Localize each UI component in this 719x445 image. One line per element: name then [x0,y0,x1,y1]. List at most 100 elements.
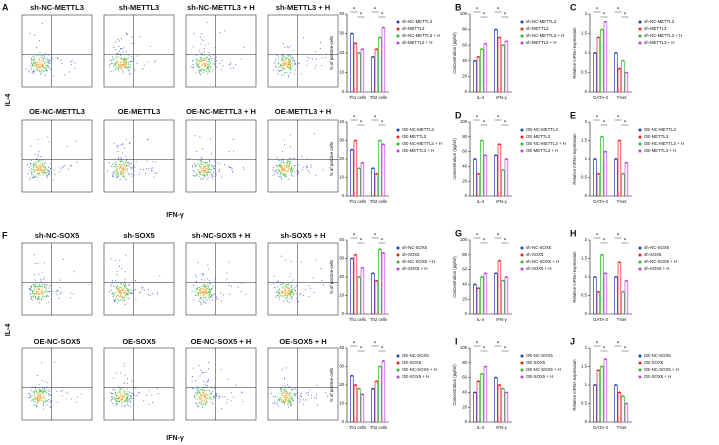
event-dot [280,294,282,297]
event-dot [205,397,207,399]
event-dot [204,284,206,286]
event-dot [35,60,37,63]
event-dot [203,284,205,286]
bar [360,267,365,315]
event-dot [213,63,215,65]
legend-label: OE-NC-SOX5 [644,353,671,358]
event-dot [38,293,40,295]
event-dot [110,284,112,286]
event-dot [203,170,205,172]
event-dot [287,300,289,302]
event-dot [113,398,115,400]
event-dot [46,400,48,402]
event-dot [204,383,206,385]
y-tick-label: 1.5 [581,31,588,36]
event-dot [293,394,295,396]
event-dot [286,395,288,397]
event-dot [39,58,41,60]
event-dot [46,59,49,61]
event-dot [37,394,40,396]
event-dot [287,55,290,57]
event-dot [284,395,286,397]
event-dot [74,68,76,70]
event-dot [146,160,148,162]
event-dot [114,292,116,294]
event-dot [50,69,53,71]
event-dot [287,396,289,399]
event-dot [110,285,112,287]
event-dot [285,392,287,394]
event-dot [120,166,122,168]
event-dot [117,165,119,167]
event-dot [287,168,289,171]
event-dot [194,289,196,291]
legend-label: OE-NC-SOX5 [526,353,553,358]
flow-plot [267,242,339,316]
event-dot [118,40,120,42]
event-dot [290,169,292,171]
significance: * [497,116,500,122]
event-dot [308,172,311,174]
event-dot [287,397,289,400]
event-dot [119,163,121,165]
significance: * [504,347,507,353]
event-dot [118,287,121,289]
event-dot [199,287,201,289]
event-dot [121,401,123,403]
event-dot [202,406,204,408]
legend-swatch [520,20,524,24]
bar-dot [354,42,357,45]
event-dot [288,68,290,70]
event-dot [121,386,123,388]
bar-dot [473,283,476,286]
event-dot [151,170,153,172]
legend-label: sh-NC-METTL3 [644,19,675,24]
event-dot [194,175,196,177]
bar [593,384,597,423]
legend-swatch [638,20,642,24]
event-dot [285,57,287,59]
event-dot [118,396,120,398]
event-dot [277,280,280,282]
event-dot [290,289,293,291]
event-dot [44,62,46,64]
event-dot [287,178,289,180]
event-dot [212,403,214,405]
event-dot [198,291,200,293]
event-dot [48,172,50,174]
bar-dot [375,172,378,175]
event-dot [41,400,43,402]
event-dot [317,159,319,161]
event-dot [125,139,128,141]
legend-label: OE-NC-METTL3 [402,127,434,132]
event-dot [210,165,213,167]
event-dot [125,159,127,161]
bar [504,276,509,315]
event-dot [113,143,115,145]
event-dot [283,56,285,58]
event-dot [116,392,119,394]
event-dot [287,400,289,402]
event-dot [37,393,39,395]
event-dot [203,285,205,287]
event-dot [216,66,218,68]
bar-dot [350,257,353,260]
event-dot [202,290,204,292]
event-dot [192,170,195,172]
event-dot [121,299,124,301]
event-dot [36,402,38,404]
y-tick-label: 10 [339,401,344,406]
event-dot [201,169,203,171]
event-dot [30,168,33,170]
event-dot [211,398,213,400]
bar-dot [600,365,603,368]
event-dot [313,397,315,399]
significance: * [360,239,363,245]
event-dot [145,167,148,170]
event-dot [290,295,292,297]
event-dot [196,391,198,393]
y-tick-label: 0 [342,311,345,316]
event-dot [281,291,283,293]
event-dot [281,167,283,169]
event-dot [29,292,31,294]
